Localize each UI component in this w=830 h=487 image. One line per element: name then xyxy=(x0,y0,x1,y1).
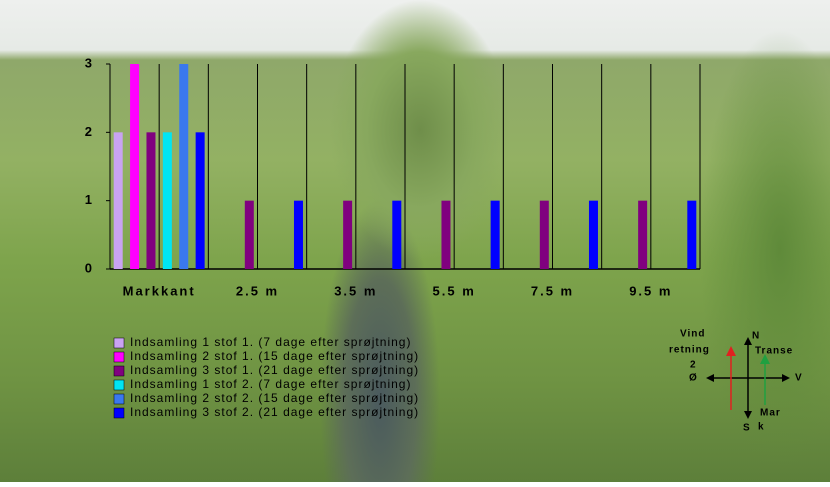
legend-label: Indsamling 2 stof 2. (15 dage efter sprø… xyxy=(130,391,419,405)
bar xyxy=(343,200,353,269)
x-tick-label: 2.5 m xyxy=(236,283,279,298)
arrow-head xyxy=(782,374,790,382)
compass-label: Transe xyxy=(755,346,793,357)
bar xyxy=(293,200,303,269)
bar xyxy=(490,200,500,269)
arrow-head xyxy=(726,346,736,356)
compass-label: retning xyxy=(669,345,710,356)
x-tick-label: Markkant xyxy=(123,283,196,298)
bar xyxy=(638,200,648,269)
bar xyxy=(146,132,156,269)
bar xyxy=(130,64,140,269)
compass-label: 2 xyxy=(690,360,697,371)
legend-swatch xyxy=(113,407,125,419)
bar xyxy=(179,64,189,269)
legend-label: Indsamling 1 stof 1. (7 dage efter sprøj… xyxy=(130,335,411,349)
bar xyxy=(162,132,172,269)
arrow-head xyxy=(760,354,770,364)
compass-label: N xyxy=(752,331,760,342)
bar xyxy=(244,200,254,269)
x-tick-label: 3.5 m xyxy=(334,283,377,298)
compass-label: Mar xyxy=(760,408,781,419)
legend-swatch xyxy=(113,365,125,377)
y-tick-label: 1 xyxy=(85,192,92,207)
arrow-head xyxy=(744,337,752,345)
x-tick-label: 7.5 m xyxy=(531,283,574,298)
compass-label: V xyxy=(795,373,803,384)
compass-label: k xyxy=(758,422,765,433)
legend-swatch xyxy=(113,337,125,349)
legend-label: Indsamling 3 stof 2. (21 dage efter sprø… xyxy=(130,405,419,419)
y-tick-label: 3 xyxy=(85,55,92,70)
bar xyxy=(588,200,598,269)
legend-swatch xyxy=(113,379,125,391)
compass-label: S xyxy=(743,423,751,434)
arrow-head xyxy=(744,411,752,419)
y-tick-label: 2 xyxy=(85,124,92,139)
bar xyxy=(687,200,697,269)
x-tick-label: 9.5 m xyxy=(629,283,672,298)
compass-label: Ø xyxy=(689,373,698,384)
y-tick-label: 0 xyxy=(85,260,92,275)
legend-swatch xyxy=(113,351,125,363)
compass-label: Vind xyxy=(680,329,705,340)
bar xyxy=(539,200,549,269)
legend-label: Indsamling 1 stof 2. (7 dage efter sprøj… xyxy=(130,377,411,391)
legend-swatch xyxy=(113,393,125,405)
compass: Vind retning N Transe 2 Ø V S Mar k xyxy=(669,329,803,434)
bar xyxy=(113,132,123,269)
legend-label: Indsamling 2 stof 1. (15 dage efter sprø… xyxy=(130,349,419,363)
arrow-head xyxy=(706,374,714,382)
x-tick-label: 5.5 m xyxy=(433,283,476,298)
bar xyxy=(392,200,402,269)
bar xyxy=(195,132,205,269)
bar xyxy=(441,200,451,269)
legend-label: Indsamling 3 stof 1. (21 dage efter sprø… xyxy=(130,363,419,377)
